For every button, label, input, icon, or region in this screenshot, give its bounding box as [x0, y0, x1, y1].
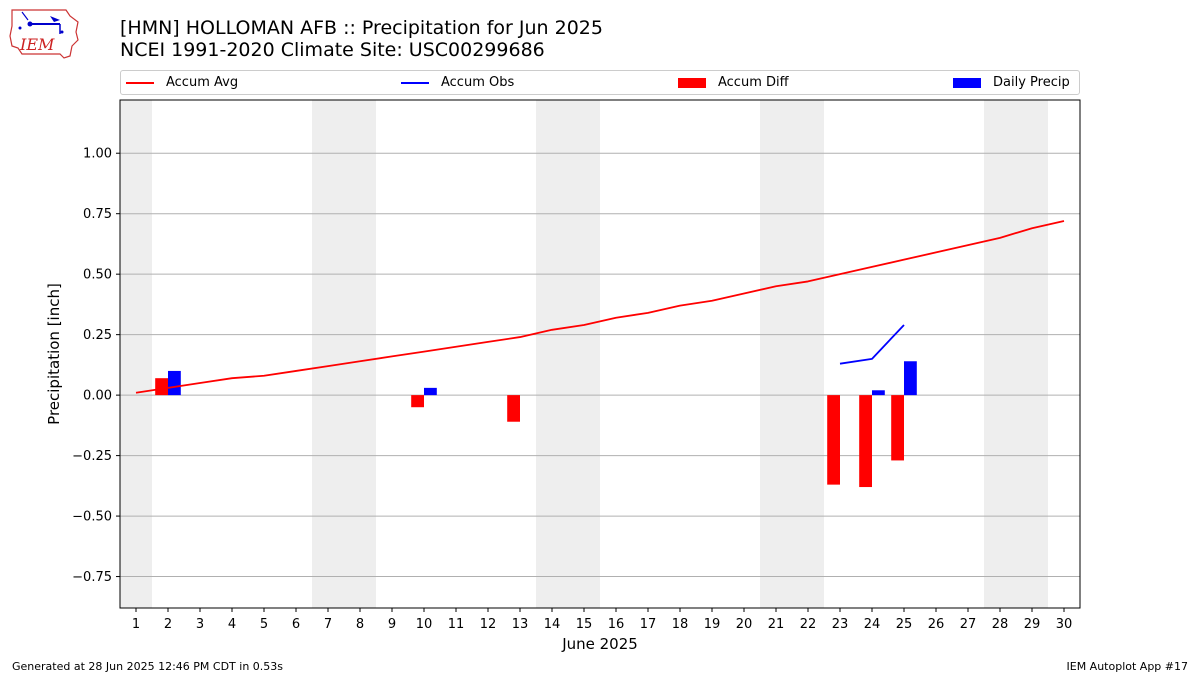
y-tick-label: −0.50 — [72, 510, 112, 525]
app-id: IEM Autoplot App #17 — [1066, 660, 1189, 673]
x-tick-label: 26 — [928, 617, 945, 632]
x-tick-label: 23 — [832, 617, 849, 632]
x-tick-label: 19 — [704, 617, 721, 632]
accum-avg-line — [135, 220, 1065, 394]
y-tick-label: 1.00 — [83, 147, 112, 162]
accum-obs-line — [839, 324, 905, 365]
x-tick-label: 28 — [992, 617, 1009, 632]
legend-item-daily-precip: Daily Precip — [953, 71, 1070, 94]
legend-label-daily-precip: Daily Precip — [993, 75, 1070, 90]
legend-swatch-accum-diff — [678, 77, 706, 88]
weekend-band — [312, 100, 376, 608]
iem-logo: IEM — [9, 9, 79, 59]
accum-diff-bar — [891, 395, 904, 461]
x-tick-label: 7 — [324, 617, 332, 632]
accum-diff-bar — [155, 378, 168, 396]
y-tick-label: 0.25 — [83, 328, 112, 343]
daily-precip-bar — [424, 387, 437, 396]
x-tick-label: 12 — [480, 617, 497, 632]
chart-title: [HMN] HOLLOMAN AFB :: Precipitation for … — [120, 17, 603, 39]
y-axis-label: Precipitation [inch] — [45, 283, 63, 425]
plot-frame — [119, 99, 1081, 609]
legend-swatch-accum-obs — [401, 81, 429, 84]
legend-item-accum-diff: Accum Diff — [678, 71, 789, 94]
x-tick-label: 21 — [768, 617, 785, 632]
accum-diff-bar — [859, 395, 872, 488]
x-tick-label: 3 — [196, 617, 204, 632]
x-tick-label: 2 — [164, 617, 172, 632]
x-tick-label: 22 — [800, 617, 817, 632]
x-tick-label: 5 — [260, 617, 268, 632]
x-axis-label: June 2025 — [561, 635, 638, 653]
x-tick-label: 14 — [544, 617, 561, 632]
accum-diff-bar — [827, 395, 840, 485]
y-tick-label: 0.50 — [83, 268, 112, 283]
x-tick-label: 30 — [1056, 617, 1073, 632]
y-tick-label: −0.25 — [72, 449, 112, 464]
daily-precip-bar — [168, 370, 181, 396]
y-tick-label: 0.00 — [83, 389, 112, 404]
x-tick-label: 11 — [448, 617, 465, 632]
logo-text: IEM — [19, 35, 55, 54]
x-tick-label: 17 — [640, 617, 657, 632]
accum-diff-bar — [411, 395, 424, 408]
x-tick-label: 6 — [292, 617, 300, 632]
legend-swatch-accum-avg — [126, 81, 154, 84]
x-tick-label: 9 — [388, 617, 396, 632]
legend-label-accum-diff: Accum Diff — [718, 75, 789, 90]
x-tick-label: 8 — [356, 617, 364, 632]
weekend-band — [120, 100, 152, 608]
legend-item-accum-avg: Accum Avg — [126, 71, 238, 94]
daily-precip-bar — [872, 390, 885, 396]
legend-item-accum-obs: Accum Obs — [401, 71, 514, 94]
x-tick-label: 15 — [576, 617, 593, 632]
legend: Accum Avg Accum Obs Accum Diff Daily Pre… — [120, 70, 1080, 95]
x-tick-label: 24 — [864, 617, 881, 632]
x-tick-label: 29 — [1024, 617, 1041, 632]
daily-precip-bar — [904, 361, 917, 396]
x-tick-label: 13 — [512, 617, 529, 632]
y-tick-label: −0.75 — [72, 570, 112, 585]
x-tick-label: 16 — [608, 617, 625, 632]
weekend-band — [984, 100, 1048, 608]
chart-subtitle: NCEI 1991-2020 Climate Site: USC00299686 — [120, 39, 545, 61]
x-tick-label: 4 — [228, 617, 236, 632]
x-tick-label: 18 — [672, 617, 689, 632]
x-tick-label: 10 — [416, 617, 433, 632]
accum-diff-bar — [507, 395, 520, 422]
x-tick-label: 27 — [960, 617, 977, 632]
generated-timestamp: Generated at 28 Jun 2025 12:46 PM CDT in… — [12, 660, 284, 673]
weekend-band — [536, 100, 600, 608]
legend-label-accum-avg: Accum Avg — [166, 75, 239, 90]
x-tick-label: 1 — [132, 617, 140, 632]
x-tick-label: 20 — [736, 617, 753, 632]
legend-swatch-daily-precip — [953, 77, 981, 88]
weekend-band — [760, 100, 824, 608]
x-tick-label: 25 — [896, 617, 913, 632]
legend-label-accum-obs: Accum Obs — [441, 75, 515, 90]
y-tick-label: 0.75 — [83, 207, 112, 222]
